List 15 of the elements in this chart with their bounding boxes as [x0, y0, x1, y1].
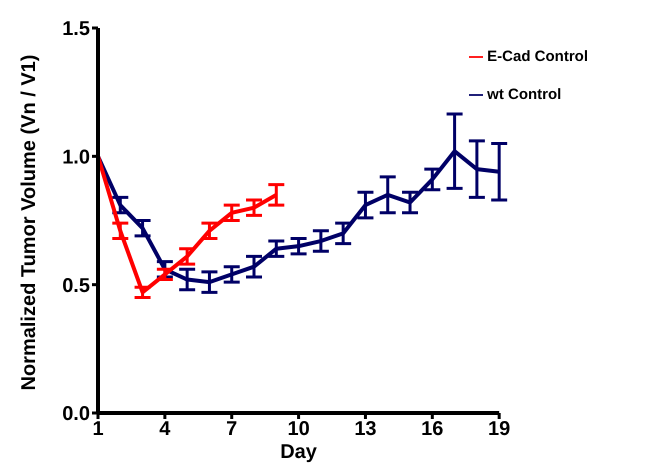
y-axis-title: Normalized Tumor Volume (Vn / V1): [18, 54, 40, 390]
legend-label: E-Cad Control: [487, 48, 588, 65]
y-tick-label: 1.0: [62, 146, 90, 168]
legend-label: wt Control: [487, 86, 562, 103]
y-tick-label: 0.5: [62, 274, 90, 297]
x-tick-label: 10: [287, 418, 310, 440]
x-tick-label: 16: [421, 418, 444, 440]
x-tick-label: 19: [488, 418, 510, 440]
x-axis-title: Day: [280, 441, 318, 463]
x-tick-label: 1: [92, 418, 104, 440]
x-tick-label: 4: [159, 418, 172, 440]
y-tick-label: 0.0: [62, 403, 90, 426]
x-tick-label: 13: [354, 418, 377, 440]
y-tick-label: 1.5: [62, 18, 90, 40]
x-tick-label: 7: [226, 418, 238, 440]
